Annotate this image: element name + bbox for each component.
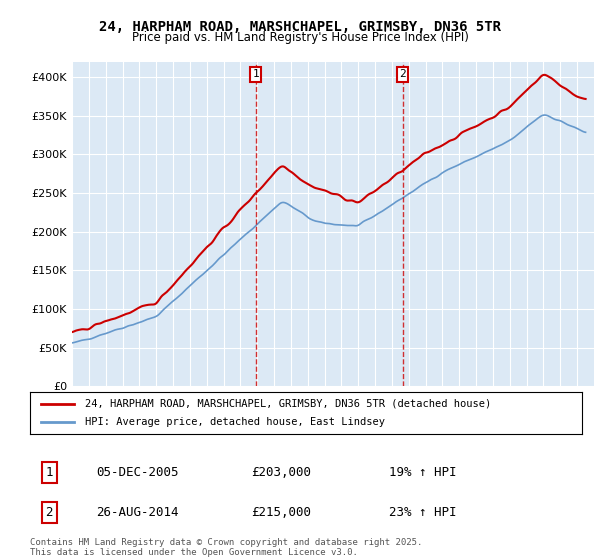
Text: 1: 1 (253, 69, 259, 80)
Text: Price paid vs. HM Land Registry's House Price Index (HPI): Price paid vs. HM Land Registry's House … (131, 31, 469, 44)
Text: 19% ↑ HPI: 19% ↑ HPI (389, 466, 457, 479)
Text: Contains HM Land Registry data © Crown copyright and database right 2025.
This d: Contains HM Land Registry data © Crown c… (30, 538, 422, 558)
Text: £215,000: £215,000 (251, 506, 311, 519)
Text: 2: 2 (400, 69, 406, 80)
Text: 26-AUG-2014: 26-AUG-2014 (96, 506, 179, 519)
Text: 05-DEC-2005: 05-DEC-2005 (96, 466, 179, 479)
Text: 24, HARPHAM ROAD, MARSHCHAPEL, GRIMSBY, DN36 5TR: 24, HARPHAM ROAD, MARSHCHAPEL, GRIMSBY, … (99, 20, 501, 34)
Text: 2: 2 (46, 506, 53, 519)
Text: 24, HARPHAM ROAD, MARSHCHAPEL, GRIMSBY, DN36 5TR (detached house): 24, HARPHAM ROAD, MARSHCHAPEL, GRIMSBY, … (85, 399, 491, 409)
Text: HPI: Average price, detached house, East Lindsey: HPI: Average price, detached house, East… (85, 417, 385, 427)
Text: £203,000: £203,000 (251, 466, 311, 479)
Text: 1: 1 (46, 466, 53, 479)
Text: 23% ↑ HPI: 23% ↑ HPI (389, 506, 457, 519)
